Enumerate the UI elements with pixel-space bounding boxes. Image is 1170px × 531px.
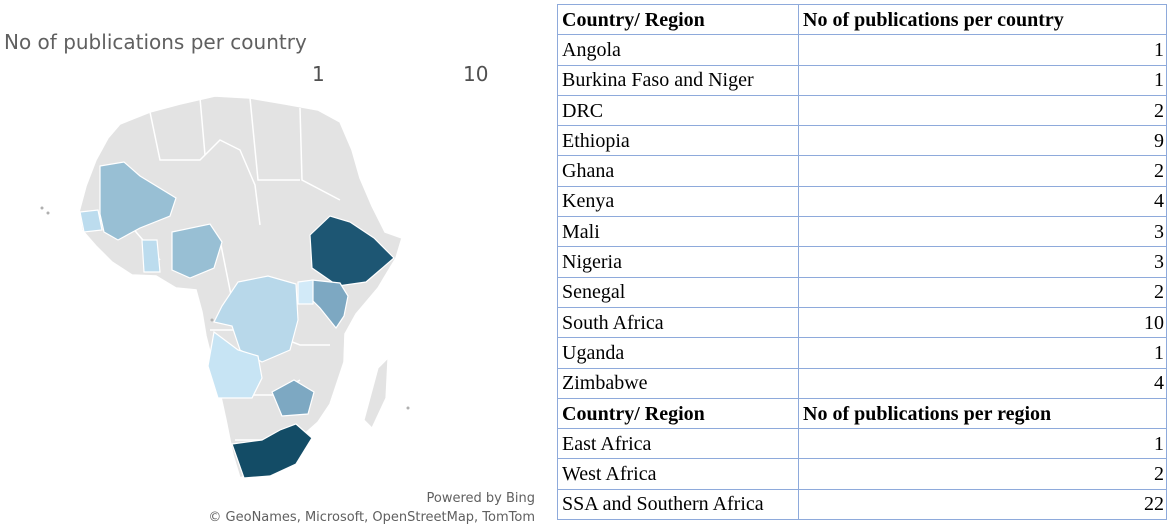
publications-table-panel: Country/ Region No of publications per c… (557, 3, 1167, 521)
bing-attribution: Powered by Bing (426, 491, 535, 506)
island-dot (40, 206, 44, 210)
country-row: Burkina Faso and Niger 1 (557, 64, 1167, 96)
legend-max-label: 10 (463, 62, 489, 86)
country-senegal[interactable] (79, 209, 103, 233)
madagascar (363, 356, 389, 430)
country-row: Ghana 2 (557, 155, 1167, 187)
cell-count: 22 (798, 488, 1167, 521)
region-row: West Africa 2 (557, 458, 1167, 490)
header-country-region: Country/ Region (557, 397, 799, 430)
cell-count: 1 (798, 337, 1167, 369)
cell-name: Angola (557, 34, 799, 66)
country-row: Angola 1 (557, 34, 1167, 66)
country-row: Senegal 2 (557, 276, 1167, 308)
country-angola[interactable] (207, 330, 263, 399)
cell-count: 1 (798, 64, 1167, 96)
map-visual[interactable]: No of publications per country 1 10 Powe… (0, 0, 545, 531)
cell-count: 3 (798, 216, 1167, 248)
cell-count: 1 (798, 428, 1167, 460)
cell-name: Uganda (557, 337, 799, 369)
cell-count: 3 (798, 246, 1167, 278)
africa-map[interactable] (0, 0, 545, 531)
country-header-row: Country/ Region No of publications per c… (557, 3, 1167, 36)
region-row: SSA and Southern Africa 22 (557, 488, 1167, 521)
header-publications-per-region: No of publications per region (798, 397, 1167, 430)
country-ghana[interactable] (141, 239, 161, 273)
cell-name: Zimbabwe (557, 367, 799, 399)
cell-name: DRC (557, 94, 799, 127)
country-row: DRC 2 (557, 94, 1167, 127)
country-nigeria[interactable] (171, 223, 223, 279)
map-title: No of publications per country (4, 30, 307, 54)
country-row: Uganda 1 (557, 337, 1167, 369)
cell-name: Burkina Faso and Niger (557, 64, 799, 96)
country-uganda[interactable] (297, 279, 314, 305)
cell-count: 2 (798, 155, 1167, 187)
country-south-africa[interactable] (231, 423, 313, 479)
header-country-region: Country/ Region (557, 3, 799, 36)
cell-name: South Africa (557, 306, 799, 339)
cell-count: 2 (798, 276, 1167, 308)
legend-min-label: 1 (312, 62, 325, 86)
country-mali[interactable] (99, 161, 177, 241)
country-row: Kenya 4 (557, 185, 1167, 218)
country-zimbabwe[interactable] (271, 379, 315, 417)
region-row: East Africa 1 (557, 428, 1167, 460)
country-row: Mali 3 (557, 216, 1167, 248)
cell-count: 4 (798, 185, 1167, 218)
region-header-row: Country/ Region No of publications per re… (557, 397, 1167, 430)
publications-table: Country/ Region No of publications per c… (557, 3, 1167, 521)
cell-name: Mali (557, 216, 799, 248)
cell-name: Nigeria (557, 246, 799, 278)
header-publications-per-country: No of publications per country (798, 3, 1167, 36)
cell-name: Kenya (557, 185, 799, 218)
cell-count: 2 (798, 94, 1167, 127)
country-ethiopia[interactable] (309, 215, 395, 287)
cell-name: Ethiopia (557, 125, 799, 157)
cell-name: Ghana (557, 155, 799, 187)
country-row: South Africa 10 (557, 306, 1167, 339)
country-row: Ethiopia 9 (557, 125, 1167, 157)
cell-count: 10 (798, 306, 1167, 339)
map-credits: © GeoNames, Microsoft, OpenStreetMap, To… (208, 510, 535, 525)
cell-count: 9 (798, 125, 1167, 157)
cell-name: Senegal (557, 276, 799, 308)
country-row: Zimbabwe 4 (557, 367, 1167, 399)
island-dot (210, 318, 214, 322)
cell-name: SSA and Southern Africa (557, 488, 799, 521)
cell-name: West Africa (557, 458, 799, 490)
country-drc[interactable] (213, 275, 299, 363)
country-row: Nigeria 3 (557, 246, 1167, 278)
island-dot (46, 211, 50, 215)
cell-count: 4 (798, 367, 1167, 399)
cell-count: 1 (798, 34, 1167, 66)
cell-name: East Africa (557, 428, 799, 460)
cell-count: 2 (798, 458, 1167, 490)
island-dot (406, 406, 410, 410)
